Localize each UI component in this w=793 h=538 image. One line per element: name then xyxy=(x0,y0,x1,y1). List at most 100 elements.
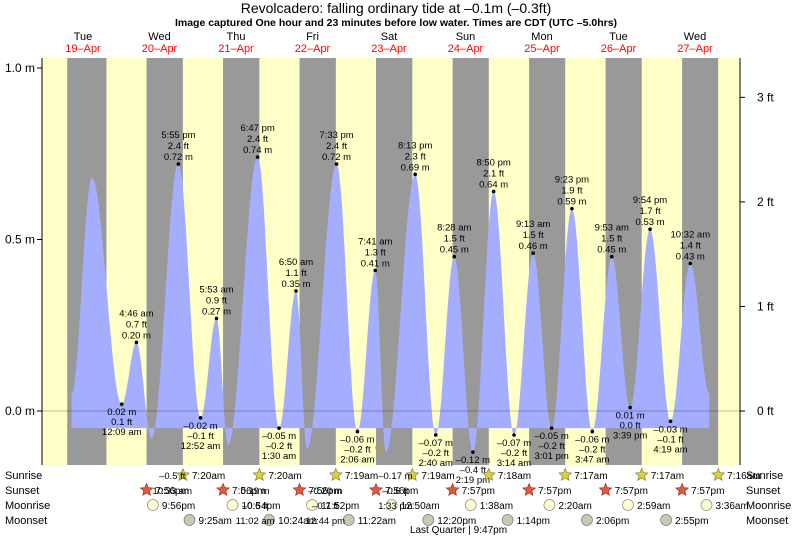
extreme-point xyxy=(549,426,554,430)
sunrise-time: 7:19am xyxy=(421,471,454,482)
low-tide-label: –0.2 ft xyxy=(579,445,606,456)
row-label-right: Sunset xyxy=(746,485,780,497)
low-tide-label: –0.12 m xyxy=(456,455,490,466)
sunrise-time: 7:19am xyxy=(345,471,378,482)
moonrise-time: 10:54pm xyxy=(241,501,280,512)
sun-moon-rows: Sunrise Sunset Moonrise Moonset Sunrise Sunse… xyxy=(5,467,791,536)
day-date: 26–Apr xyxy=(601,43,637,55)
moonset-time: 9:25am xyxy=(199,516,232,527)
moonrise-moon-icon xyxy=(543,499,556,511)
moonset-time: 10:24am xyxy=(278,516,317,527)
moonset-moon-icon xyxy=(422,514,435,526)
sunrise-time: 7:20am xyxy=(268,471,301,482)
high-tide-label: 7:33 pm xyxy=(319,130,353,141)
low-tide-label: –0.2 ft xyxy=(266,441,293,452)
moon-phase-label: Last Quarter | 9:47pm xyxy=(410,525,507,536)
moonset-time: 1:14pm xyxy=(517,516,550,527)
sunrise-time: 7:17am xyxy=(574,471,607,482)
sunset-star-icon xyxy=(368,482,384,497)
day-name: Mon xyxy=(531,31,552,43)
low-tide-label: –0.2 ft xyxy=(501,448,528,459)
high-tide-label: 0.9 ft xyxy=(206,295,227,306)
sunset-time: 7:56pm xyxy=(385,486,418,497)
extreme-point xyxy=(491,189,496,194)
moonrise-time: 9:56pm xyxy=(162,501,195,512)
high-tide-label: 5:53 am xyxy=(199,284,233,295)
low-tide-label: –0.07 m xyxy=(419,438,453,449)
day-date: 27–Apr xyxy=(677,43,713,55)
high-tide-label: 0.7 ft xyxy=(126,319,147,330)
sunrise-star-icon xyxy=(328,467,343,482)
sunset-time: 7:57pm xyxy=(615,486,648,497)
sunset-time: 7:56pm xyxy=(156,486,189,497)
day-name: Thu xyxy=(227,31,246,43)
low-tide-label: –0.4 ft xyxy=(460,465,487,476)
sunset-star-icon xyxy=(598,482,613,497)
overlapping-tide-label: 0.19 m xyxy=(241,486,270,497)
high-tide-label: 0.45 m xyxy=(597,245,626,256)
high-tide-label: 1.4 ft xyxy=(680,241,701,252)
high-tide-label: 0.53 m xyxy=(636,217,665,228)
day-name: Wed xyxy=(148,31,170,43)
right-tick-label: 0 ft xyxy=(757,404,774,418)
low-tide-label: –0.2 ft xyxy=(344,445,371,456)
day-date: 23–Apr xyxy=(371,43,407,55)
sunrise-star-icon xyxy=(634,467,649,482)
low-tide-label: –0.05 m xyxy=(262,431,296,442)
right-tick-label: 3 ft xyxy=(757,90,774,104)
low-tide-label: 0.01 m xyxy=(616,411,645,422)
moonrise-moon-icon xyxy=(147,499,159,511)
extreme-point xyxy=(355,429,360,434)
extreme-point xyxy=(277,426,281,430)
moonrise-time: 2:20am xyxy=(558,501,591,512)
high-tide-label: 0.45 m xyxy=(440,245,469,256)
sunrise-time: 7:18am xyxy=(498,471,531,482)
moonrise-time: 12:50am xyxy=(401,501,440,512)
high-tide-label: 0.43 m xyxy=(676,252,705,263)
high-tide-label: 0.35 m xyxy=(281,279,310,290)
day-date: 21–Apr xyxy=(218,43,254,55)
extreme-point xyxy=(531,251,535,256)
row-label-right: Moonrise xyxy=(746,500,791,512)
chart-subtitle: Image captured One hour and 23 minutes b… xyxy=(175,17,617,29)
extreme-point xyxy=(452,254,457,259)
left-tick-label: 0.0 m xyxy=(5,404,35,418)
moonset-time: 2:06pm xyxy=(596,516,629,527)
moonrise-moon-icon xyxy=(700,499,713,511)
extreme-point xyxy=(433,433,438,437)
sunrise-star-icon xyxy=(252,467,267,482)
low-tide-label: 3:01 pm xyxy=(534,451,568,462)
overlapping-tide-label: –0.6 ft xyxy=(242,501,269,512)
moonset-moon-icon xyxy=(263,514,275,526)
sunset-time: 7:57pm xyxy=(462,486,495,497)
high-tide-label: 2.4 ft xyxy=(247,134,268,145)
extreme-point xyxy=(134,340,139,345)
low-tide-label: 3:47 am xyxy=(575,455,609,466)
high-tide-label: 1.5 ft xyxy=(444,234,465,245)
low-tide-label: 2:19 pm xyxy=(456,475,490,486)
low-tide-label: –0.06 m xyxy=(575,435,609,446)
high-tide-label: 2.3 ft xyxy=(405,151,426,162)
extreme-point xyxy=(373,268,378,273)
sunrise-star-icon xyxy=(558,467,573,482)
low-tide-label: 0.02 m xyxy=(107,407,136,418)
sunset-star-icon xyxy=(445,482,460,497)
moonset-moon-icon xyxy=(342,514,355,526)
day-name: Wed xyxy=(684,31,706,43)
moonrise-moon-icon xyxy=(464,499,477,511)
sunset-time: 7:57pm xyxy=(538,486,571,497)
sunset-time: 7:56pm xyxy=(232,486,265,497)
moonset-moon-icon xyxy=(183,514,196,526)
moonset-time: 2:55pm xyxy=(675,516,708,527)
high-tide-label: 6:50 am xyxy=(279,257,313,268)
right-tick-label: 2 ft xyxy=(757,195,774,209)
overlapping-tide-label: –0.7 ft xyxy=(312,501,339,512)
extreme-point xyxy=(628,405,632,410)
high-tide-label: 9:54 pm xyxy=(633,195,667,206)
low-tide-label: –0.07 m xyxy=(497,438,531,449)
right-tick-label: 1 ft xyxy=(757,299,774,313)
high-tide-label: 0.20 m xyxy=(122,330,151,341)
high-tide-label: 1.3 ft xyxy=(365,247,386,258)
sunset-star-icon xyxy=(522,482,537,497)
row-label-right: Moonset xyxy=(746,515,788,527)
